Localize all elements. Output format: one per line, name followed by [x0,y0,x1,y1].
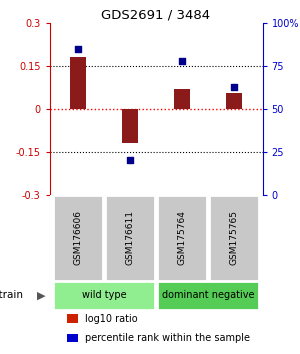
Bar [157,195,207,281]
Text: percentile rank within the sample: percentile rank within the sample [85,333,250,343]
Bar [67,333,78,342]
Text: dominant negative: dominant negative [162,290,254,301]
Text: log10 ratio: log10 ratio [85,314,137,324]
Bar [67,314,78,323]
Text: wild type: wild type [82,290,126,301]
Point [232,84,236,90]
Bar [209,195,259,281]
Text: ▶: ▶ [38,290,46,301]
Bar [174,89,190,109]
Text: strain: strain [0,290,23,301]
Text: GSM175765: GSM175765 [230,210,238,265]
Point [128,158,132,163]
Point [76,46,80,52]
Point [180,58,184,64]
Bar [122,109,138,143]
Bar [226,93,242,109]
Bar [70,57,86,109]
Text: GSM175764: GSM175764 [178,210,187,265]
Title: GDS2691 / 3484: GDS2691 / 3484 [101,9,211,22]
Text: GSM176611: GSM176611 [125,210,134,265]
Bar [53,195,103,281]
Bar [53,281,155,310]
Bar [157,281,259,310]
Bar [105,195,155,281]
Text: GSM176606: GSM176606 [74,210,82,265]
